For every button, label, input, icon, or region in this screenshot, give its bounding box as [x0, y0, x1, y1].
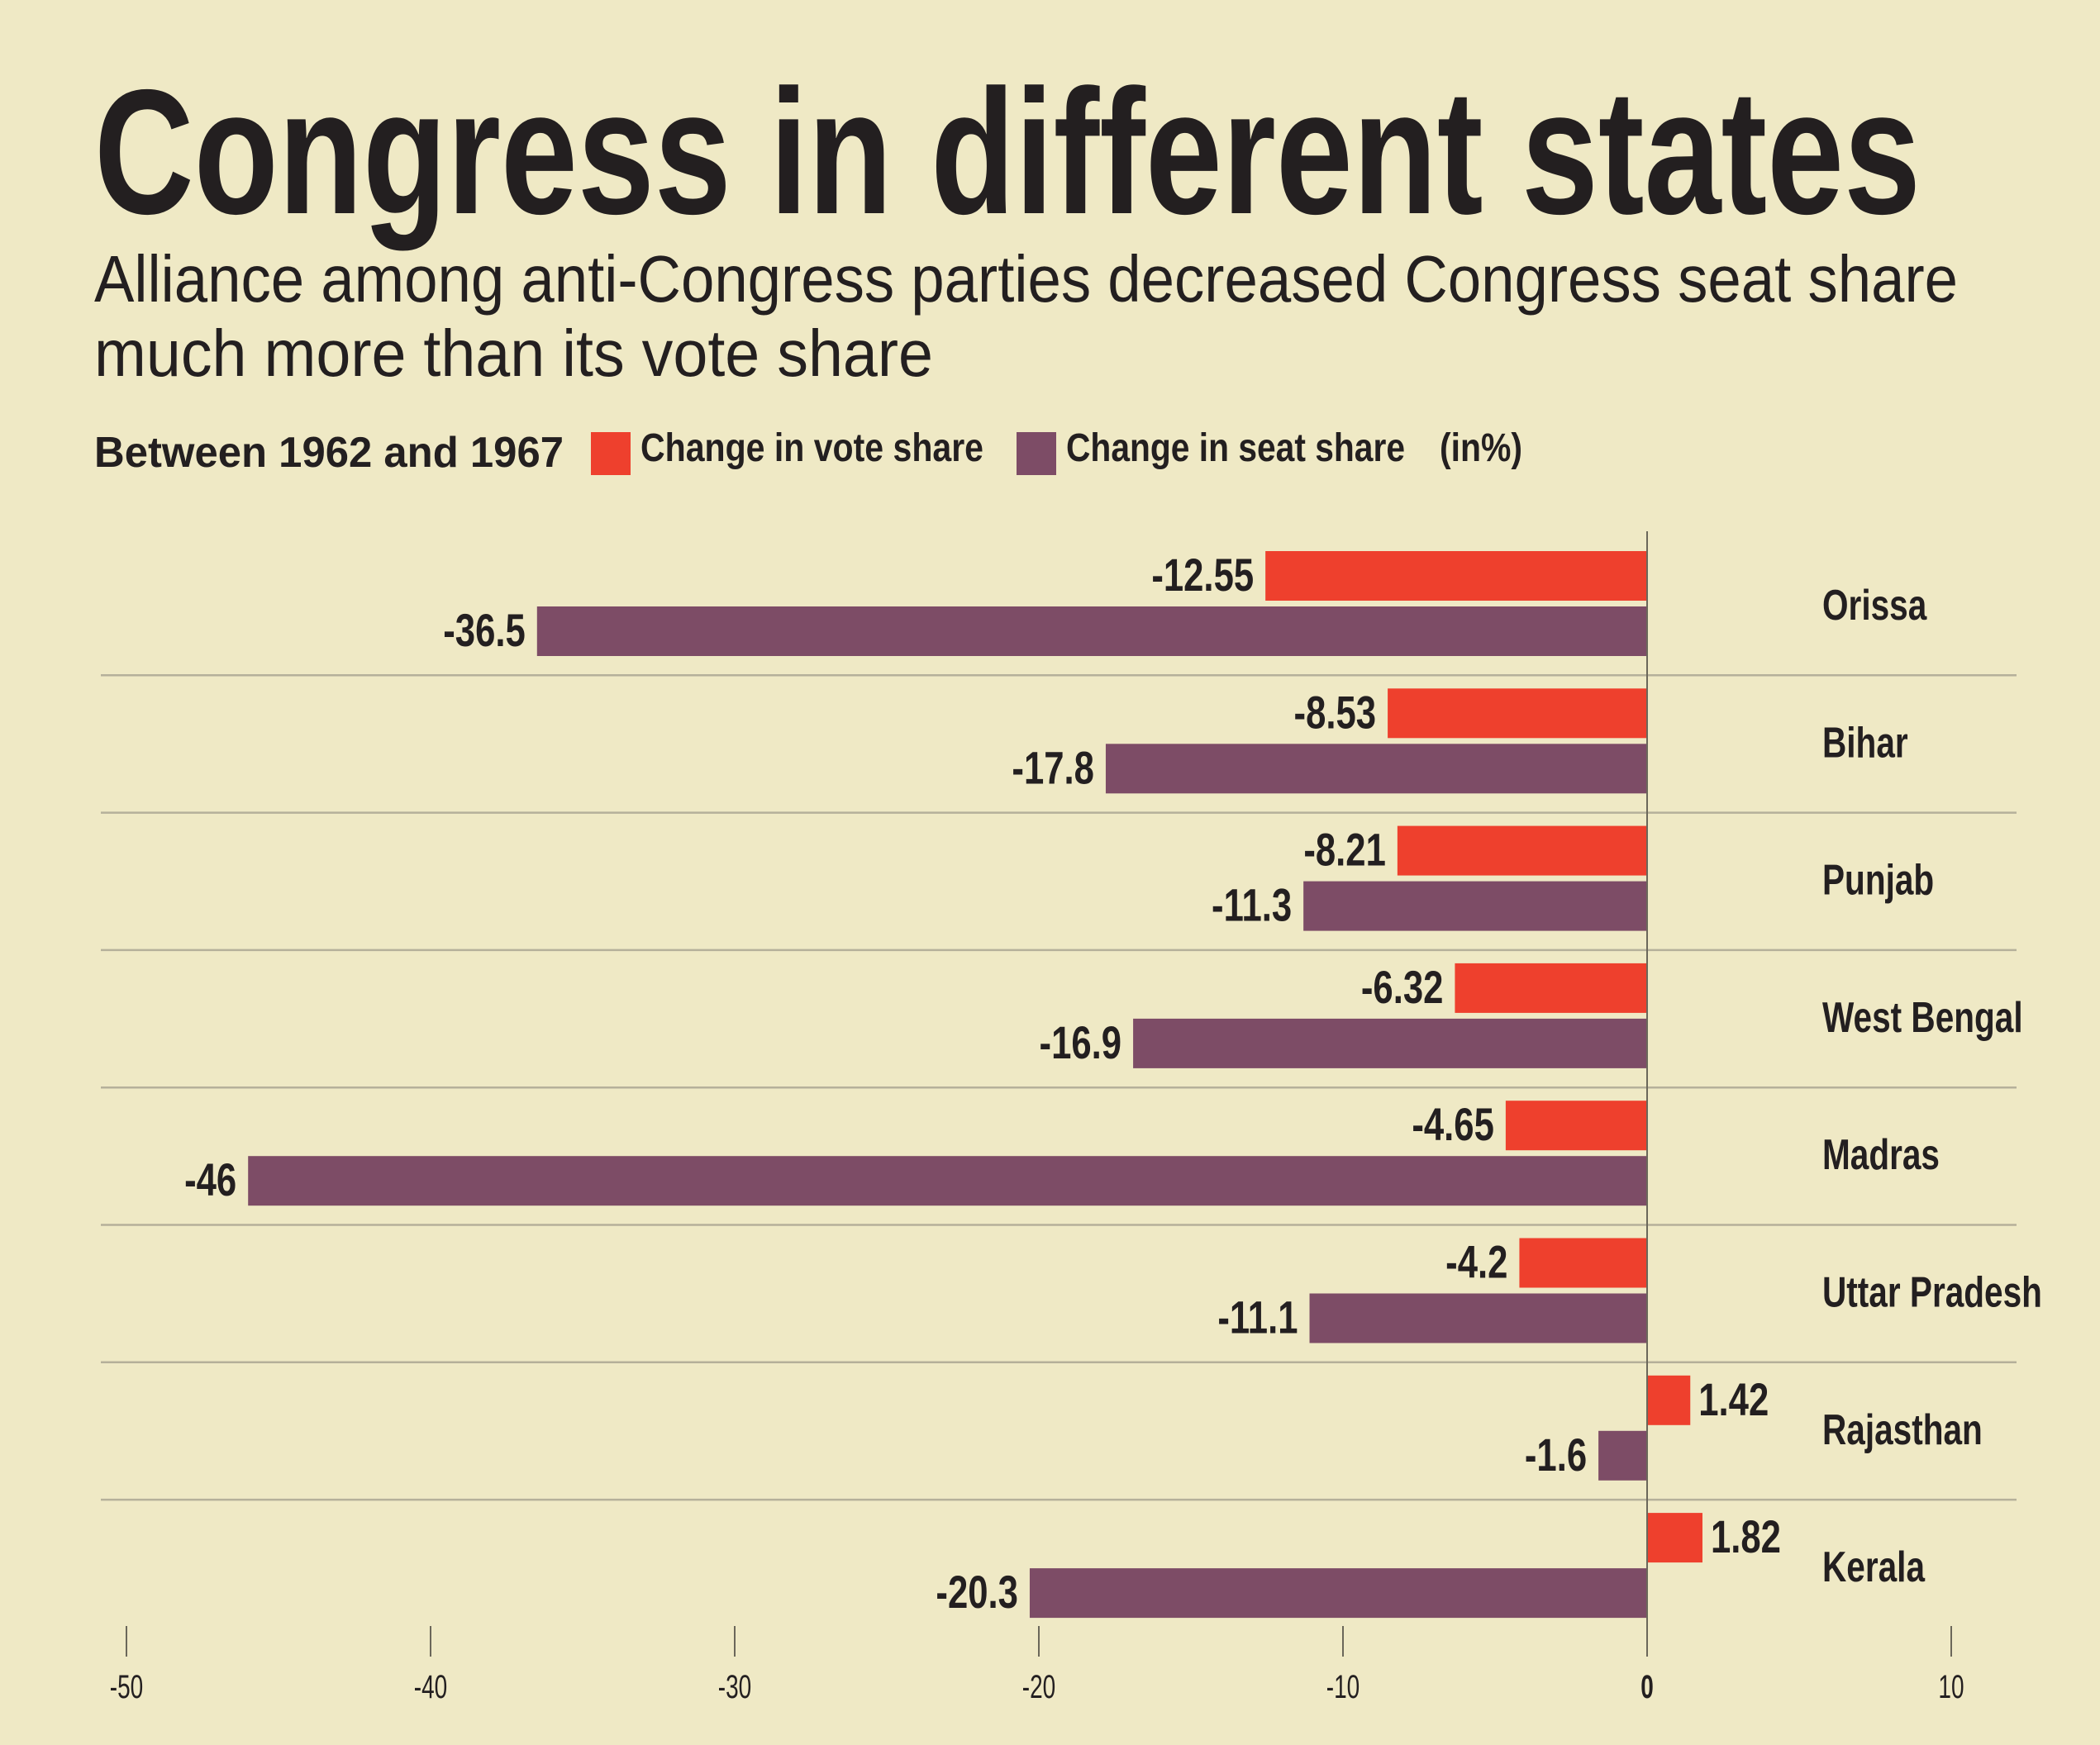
bar-vote-share: [1505, 1101, 1647, 1151]
category-label: Orissa: [1822, 581, 1927, 629]
bar-vote-share: [1388, 688, 1647, 739]
data-label: 1.42: [1698, 1374, 1769, 1425]
category-label: Rajasthan: [1822, 1405, 1983, 1453]
bar-vote-share: [1265, 551, 1647, 601]
legend-label-vote: Change in vote share: [640, 426, 983, 470]
data-label: -8.21: [1303, 824, 1386, 875]
data-label: -17.8: [1012, 742, 1094, 793]
data-label: 1.82: [1711, 1511, 1781, 1562]
data-label: -16.9: [1040, 1017, 1122, 1068]
x-tick-label: -50: [110, 1669, 143, 1705]
bar-seat-share: [1133, 1018, 1647, 1068]
unit-label: (in%): [1440, 426, 1522, 470]
chart-title: Congress in different states: [94, 52, 1921, 251]
category-label: Madras: [1822, 1130, 1940, 1178]
bar-vote-share: [1519, 1238, 1647, 1288]
bar-seat-share: [1598, 1430, 1647, 1481]
data-label: -1.6: [1525, 1429, 1587, 1481]
category-label: West Bengal: [1822, 993, 2023, 1041]
plot-area: -12.55-36.5 Orissa-8.53-17.8 Bihar-8.21-11…: [101, 531, 2042, 1705]
data-label: -20.3: [936, 1567, 1018, 1618]
chart-subtitle-line2: much more than its vote share: [94, 316, 933, 390]
x-tick-label: -40: [414, 1669, 447, 1705]
category-label: Kerala: [1822, 1543, 1926, 1590]
data-label: -46: [184, 1154, 236, 1205]
data-label: -11.1: [1217, 1291, 1298, 1343]
bar-seat-share: [1303, 881, 1647, 931]
bar-vote-share: [1397, 825, 1647, 876]
data-label: -4.65: [1412, 1099, 1494, 1150]
category-label: Punjab: [1822, 856, 1934, 904]
data-label: -8.53: [1294, 687, 1377, 738]
category-label: Bihar: [1822, 718, 1908, 766]
bar-seat-share: [1309, 1293, 1647, 1343]
bar-vote-share: [1455, 963, 1647, 1013]
x-tick-label: 0: [1640, 1669, 1654, 1705]
data-label: -11.3: [1212, 879, 1292, 930]
x-tick-label: -30: [718, 1669, 751, 1705]
x-tick-label: -20: [1022, 1669, 1055, 1705]
data-label: -12.55: [1151, 549, 1254, 601]
legend-swatch-vote: [591, 432, 631, 475]
legend-swatch-seat: [1017, 432, 1056, 475]
bar-seat-share: [1105, 744, 1647, 794]
legend-label-seat: Change in seat share: [1066, 426, 1405, 470]
period-label: Between 1962 and 1967: [94, 429, 564, 477]
bar-seat-share: [536, 606, 1647, 656]
bar-vote-share: [1647, 1513, 1702, 1563]
category-label: Uttar Pradesh: [1822, 1268, 2042, 1316]
data-label: -4.2: [1445, 1236, 1507, 1287]
bar-seat-share: [1029, 1568, 1647, 1619]
data-label: -6.32: [1361, 962, 1444, 1013]
x-tick-label: -10: [1326, 1669, 1360, 1705]
data-label: -36.5: [443, 605, 526, 656]
chart-subtitle-line1: Alliance among anti-Congress parties dec…: [94, 242, 1958, 316]
bar-vote-share: [1647, 1375, 1691, 1425]
bar-seat-share: [248, 1156, 1648, 1206]
x-tick-label: 10: [1938, 1669, 1964, 1705]
